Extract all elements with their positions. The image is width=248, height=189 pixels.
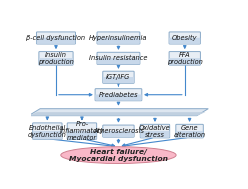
FancyBboxPatch shape	[97, 58, 140, 64]
FancyBboxPatch shape	[67, 123, 97, 139]
FancyBboxPatch shape	[97, 52, 140, 64]
Text: Obesity: Obesity	[172, 35, 197, 41]
FancyBboxPatch shape	[140, 131, 169, 138]
FancyBboxPatch shape	[103, 131, 134, 137]
FancyBboxPatch shape	[36, 32, 75, 44]
FancyBboxPatch shape	[169, 32, 200, 44]
Polygon shape	[29, 109, 208, 116]
FancyBboxPatch shape	[97, 38, 140, 44]
Text: Insulin resistance: Insulin resistance	[89, 55, 148, 61]
Text: Insulin
production: Insulin production	[38, 52, 74, 65]
FancyBboxPatch shape	[103, 71, 134, 83]
Text: FFA
production: FFA production	[167, 52, 203, 65]
FancyBboxPatch shape	[169, 52, 200, 65]
FancyBboxPatch shape	[176, 124, 203, 138]
Text: β-cell dysfunction: β-cell dysfunction	[27, 35, 86, 41]
Polygon shape	[29, 112, 205, 116]
FancyBboxPatch shape	[176, 131, 203, 138]
FancyBboxPatch shape	[39, 58, 73, 65]
FancyBboxPatch shape	[37, 38, 75, 44]
FancyBboxPatch shape	[169, 58, 200, 65]
Ellipse shape	[61, 147, 176, 163]
FancyBboxPatch shape	[140, 124, 170, 138]
Text: Pro-
inflammatory
mediator: Pro- inflammatory mediator	[60, 121, 104, 141]
FancyBboxPatch shape	[95, 94, 142, 101]
FancyBboxPatch shape	[103, 125, 134, 137]
Text: Endothelial
dysfunction: Endothelial dysfunction	[28, 125, 67, 138]
FancyBboxPatch shape	[95, 89, 142, 101]
Text: Oxidative
stress: Oxidative stress	[139, 125, 171, 138]
FancyBboxPatch shape	[33, 123, 62, 139]
Text: Atherosclerosis: Atherosclerosis	[93, 128, 144, 134]
Text: Prediabetes: Prediabetes	[99, 92, 138, 98]
Text: Heart failure/
Myocardial dysfunction: Heart failure/ Myocardial dysfunction	[69, 149, 168, 162]
FancyBboxPatch shape	[169, 38, 200, 44]
Text: IGT/IFG: IGT/IFG	[106, 74, 131, 80]
Text: Gene
alteration: Gene alteration	[174, 125, 206, 138]
FancyBboxPatch shape	[67, 131, 96, 139]
FancyBboxPatch shape	[97, 32, 140, 44]
FancyBboxPatch shape	[39, 52, 73, 65]
FancyBboxPatch shape	[33, 131, 62, 139]
Text: Hyperinsulinemia: Hyperinsulinemia	[89, 35, 148, 41]
FancyBboxPatch shape	[103, 77, 134, 83]
